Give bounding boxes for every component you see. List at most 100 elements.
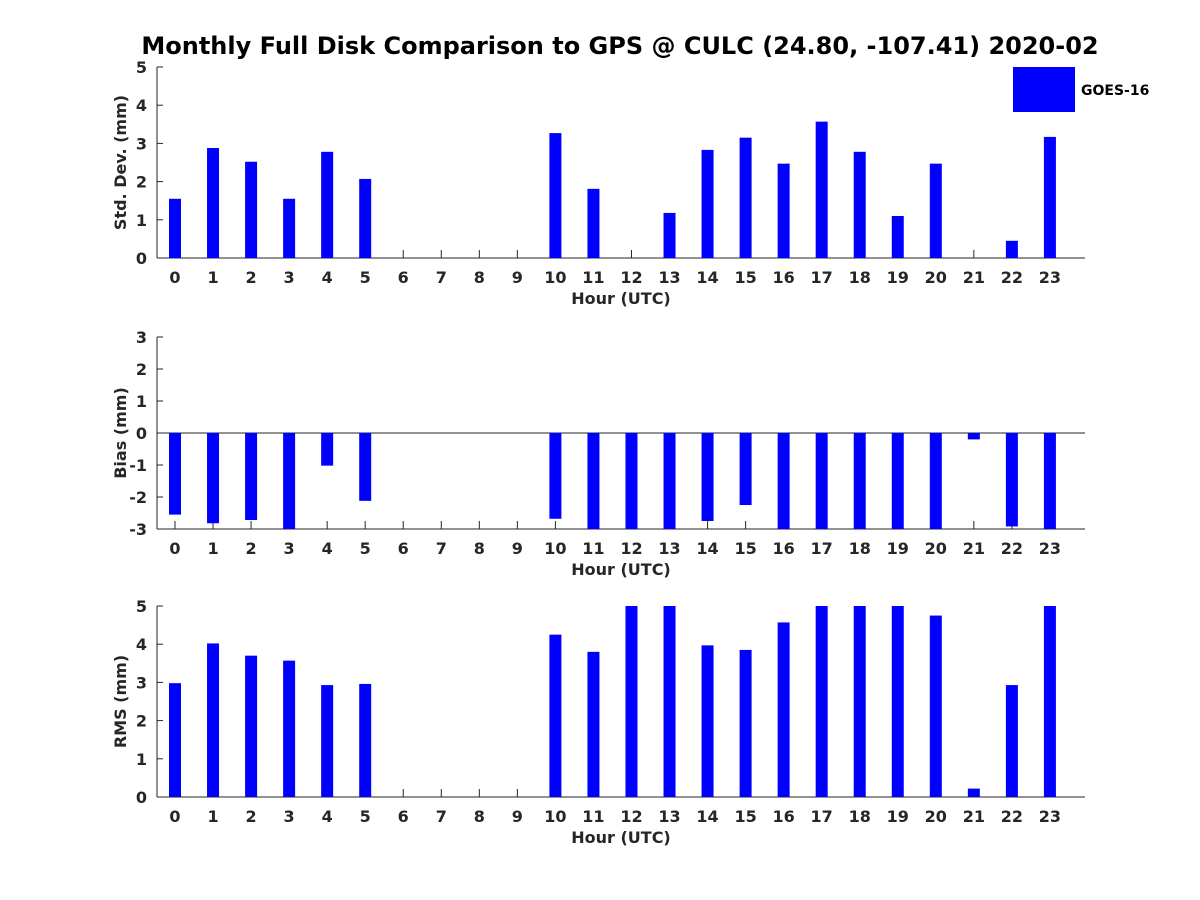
bar-hour-18 <box>853 433 866 529</box>
x-tick-label: 11 <box>582 539 604 558</box>
x-tick-label: 22 <box>1001 539 1023 558</box>
bar-hour-18 <box>853 151 866 258</box>
bar-hour-4 <box>321 151 334 258</box>
x-tick-label: 1 <box>207 268 218 287</box>
legend-label: GOES-16 <box>1081 83 1149 99</box>
x-tick-label: 23 <box>1039 539 1061 558</box>
y-tick-label: 4 <box>136 96 147 115</box>
bar-hour-13 <box>663 433 676 529</box>
bar-hour-13 <box>663 212 676 258</box>
bar-hour-23 <box>1043 433 1056 529</box>
x-tick-label: 16 <box>773 807 795 826</box>
bar-hour-10 <box>549 133 562 258</box>
bar-hour-11 <box>587 651 600 797</box>
x-tick-label: 23 <box>1039 268 1061 287</box>
x-tick-label: 22 <box>1001 807 1023 826</box>
x-tick-label: 8 <box>474 539 485 558</box>
y-axis-label: Bias (mm) <box>111 387 130 479</box>
bar-hour-19 <box>891 433 904 529</box>
bar-hour-16 <box>777 622 790 797</box>
bar-hour-15 <box>739 137 752 258</box>
bar-hour-1 <box>207 643 220 797</box>
x-tick-label: 5 <box>360 539 371 558</box>
x-tick-label: 4 <box>322 539 333 558</box>
bar-hour-20 <box>929 615 942 797</box>
x-tick-label: 13 <box>658 268 680 287</box>
bar-hour-11 <box>587 433 600 529</box>
bar-hour-20 <box>929 433 942 529</box>
bar-hour-4 <box>321 685 334 797</box>
x-tick-label: 6 <box>398 539 409 558</box>
bar-hour-0 <box>169 433 181 515</box>
x-tick-label: 9 <box>512 268 523 287</box>
y-tick-label: 1 <box>136 211 147 230</box>
bar-hour-2 <box>245 161 258 258</box>
x-tick-label: 22 <box>1001 268 1023 287</box>
bar-hour-19 <box>891 606 904 797</box>
x-tick-label: 6 <box>398 807 409 826</box>
x-tick-label: 18 <box>849 539 871 558</box>
y-tick-label: 2 <box>136 360 147 379</box>
x-tick-label: 11 <box>582 807 604 826</box>
y-tick-label: 0 <box>136 424 147 443</box>
bar-hour-21 <box>967 788 980 797</box>
x-tick-label: 10 <box>544 807 566 826</box>
bar-hour-0 <box>169 683 181 797</box>
bar-hour-16 <box>777 433 790 529</box>
x-tick-label: 5 <box>360 268 371 287</box>
y-tick-label: 3 <box>136 328 147 347</box>
x-tick-label: 0 <box>169 539 180 558</box>
bar-hour-2 <box>245 433 258 521</box>
x-tick-label: 15 <box>734 268 756 287</box>
bar-hour-1 <box>207 433 220 524</box>
bar-hour-13 <box>663 606 676 797</box>
x-tick-label: 17 <box>811 539 833 558</box>
x-tick-label: 21 <box>963 268 985 287</box>
y-tick-label: 5 <box>136 597 147 616</box>
x-axis-label: Hour (UTC) <box>571 289 671 308</box>
y-tick-label: 0 <box>136 249 147 268</box>
y-tick-label: 4 <box>136 635 147 654</box>
x-tick-label: 7 <box>436 268 447 287</box>
bar-hour-12 <box>625 606 638 797</box>
x-tick-label: 13 <box>658 539 680 558</box>
x-tick-label: 14 <box>696 268 718 287</box>
bar-hour-11 <box>587 188 600 258</box>
x-tick-label: 10 <box>544 268 566 287</box>
y-tick-label: -2 <box>129 488 147 507</box>
x-tick-label: 21 <box>963 807 985 826</box>
bar-hour-21 <box>967 433 980 440</box>
x-tick-label: 12 <box>620 807 642 826</box>
x-tick-label: 4 <box>322 268 333 287</box>
x-tick-label: 0 <box>169 807 180 826</box>
bar-hour-2 <box>245 655 258 797</box>
bar-hour-3 <box>283 660 296 797</box>
x-tick-label: 7 <box>436 807 447 826</box>
y-tick-label: 5 <box>136 58 147 77</box>
y-axis-label: Std. Dev. (mm) <box>111 95 130 230</box>
bar-hour-3 <box>283 198 296 258</box>
x-tick-label: 4 <box>322 807 333 826</box>
bar-hour-20 <box>929 163 942 258</box>
y-tick-label: -3 <box>129 520 147 539</box>
bar-hour-17 <box>815 606 828 797</box>
y-tick-label: 1 <box>136 392 147 411</box>
legend: GOES-16 <box>1013 67 1149 112</box>
x-tick-label: 3 <box>284 539 295 558</box>
x-tick-label: 12 <box>620 539 642 558</box>
bar-hour-14 <box>701 149 714 258</box>
bar-hour-12 <box>625 433 638 529</box>
legend-swatch <box>1013 67 1075 112</box>
y-tick-label: 3 <box>136 673 147 692</box>
x-tick-label: 3 <box>284 807 295 826</box>
bar-hour-14 <box>701 433 714 521</box>
bar-hour-3 <box>283 433 296 529</box>
x-tick-label: 15 <box>734 807 756 826</box>
x-tick-label: 6 <box>398 268 409 287</box>
y-tick-label: 2 <box>136 712 147 731</box>
y-tick-label: 2 <box>136 173 147 192</box>
x-tick-label: 1 <box>207 539 218 558</box>
x-tick-label: 5 <box>360 807 371 826</box>
